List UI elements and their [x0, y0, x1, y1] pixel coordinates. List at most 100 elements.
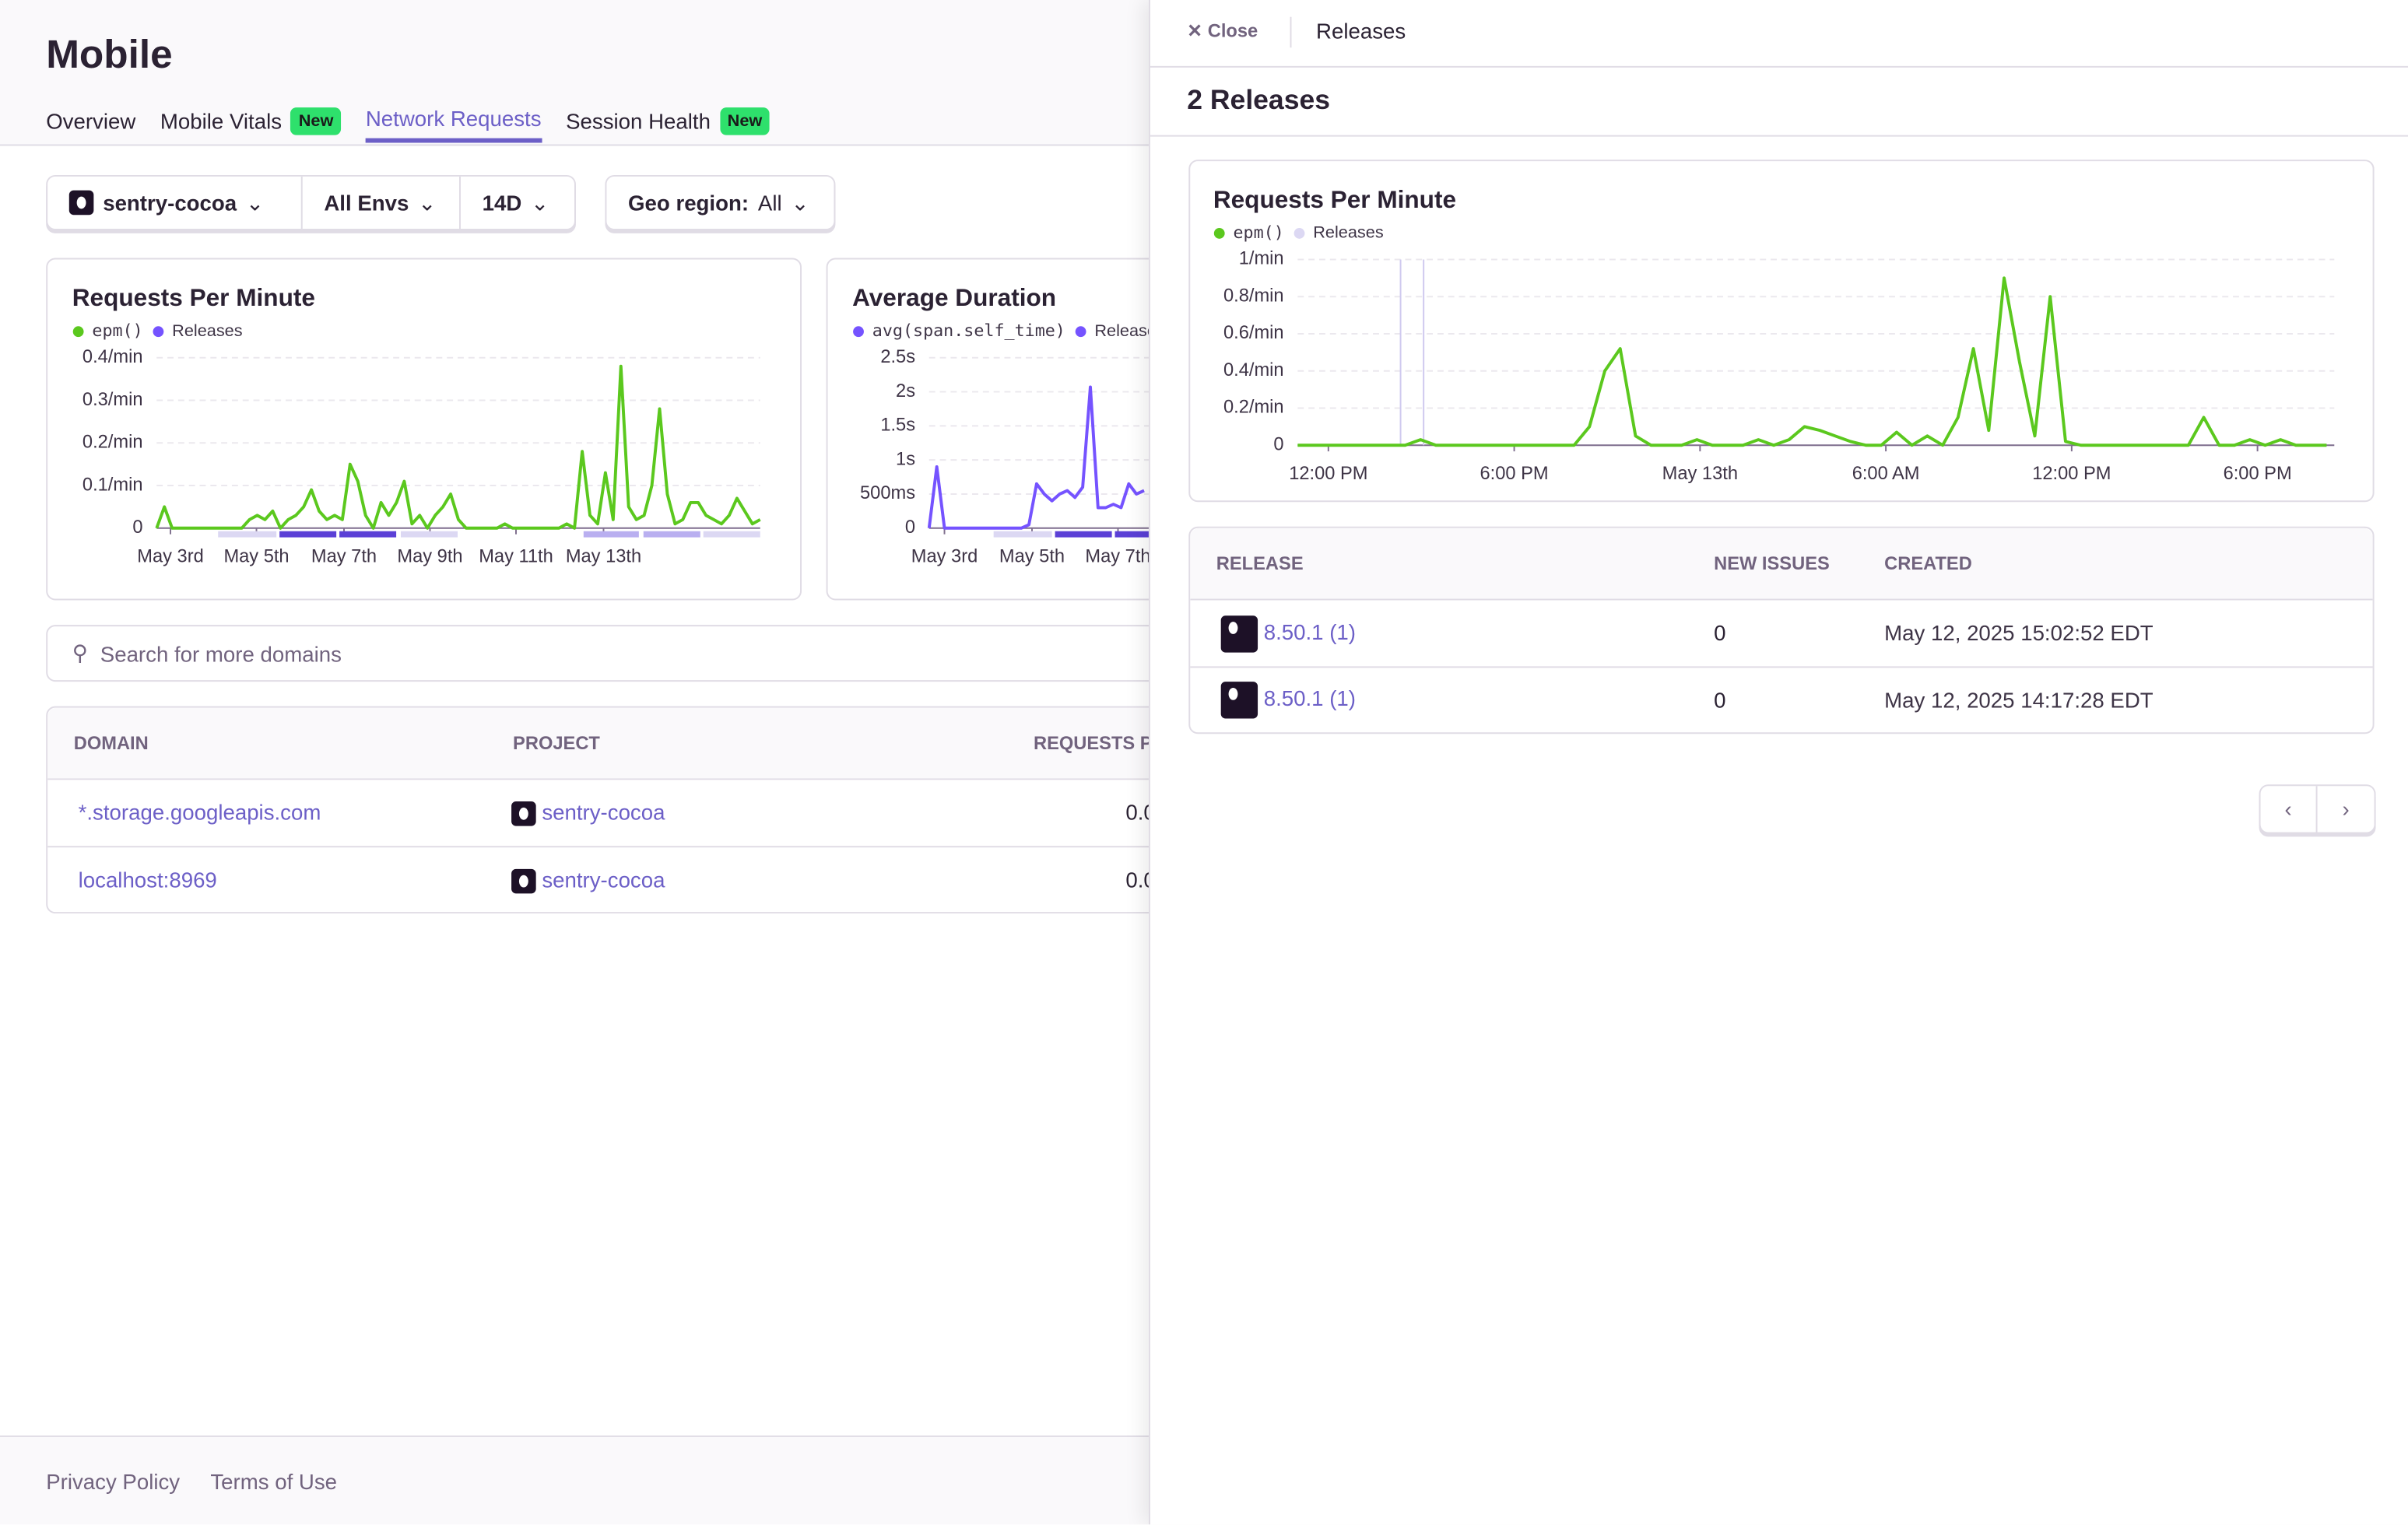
- legend-marker: [1294, 228, 1305, 239]
- domain-link[interactable]: localhost:8969: [78, 867, 217, 892]
- drawer-heading: 2 Releases: [1187, 84, 1330, 115]
- y-tick-label: 500ms: [860, 483, 915, 503]
- project-filter[interactable]: sentry-cocoa ⌄: [47, 176, 303, 230]
- y-tick-label: 1.5s: [880, 415, 915, 436]
- domain-table: DOMAIN PROJECT REQUESTS P *.storage.goog…: [46, 706, 1213, 914]
- release-marker: [643, 531, 700, 538]
- y-tick-label: 0.8/min: [1223, 286, 1284, 306]
- footer-link[interactable]: Terms of Use: [210, 1469, 338, 1494]
- y-tick-label: 0.2/min: [82, 433, 143, 453]
- column-header: CREATED: [1884, 552, 1972, 574]
- geo-filter[interactable]: Geo region: All ⌄: [605, 174, 836, 230]
- table-header: [1190, 528, 2373, 601]
- chart-title: Requests Per Minute: [72, 283, 315, 311]
- prev-button[interactable]: ‹: [2261, 786, 2318, 833]
- series-line: [155, 364, 761, 530]
- legend-label: epm(): [92, 321, 142, 341]
- footer: Privacy Policy Terms of Use: [0, 1435, 1149, 1525]
- env-filter[interactable]: All Envs ⌄: [303, 176, 461, 230]
- tab-label: Overview: [46, 108, 136, 133]
- x-tick-label: May 11th: [479, 547, 553, 567]
- period-filter[interactable]: 14D ⌄: [482, 189, 549, 216]
- geo-value: All: [757, 190, 782, 216]
- legend-label: Releases: [172, 321, 243, 340]
- footer-link[interactable]: Privacy Policy: [46, 1469, 181, 1494]
- release-marker: [401, 531, 458, 538]
- chart-card: [46, 258, 802, 601]
- close-button[interactable]: ✕ Close: [1187, 19, 1258, 42]
- x-tick-label: 6:00 PM: [2224, 464, 2292, 484]
- release-marker: [1114, 531, 1167, 538]
- y-tick-label: 0: [1273, 434, 1283, 454]
- release-marker: [583, 531, 639, 538]
- column-header: NEW ISSUES: [1714, 552, 1830, 574]
- legend-marker: [72, 326, 84, 338]
- legend-label: Releases: [1313, 223, 1384, 242]
- x-tick-label: May 13th: [566, 547, 641, 567]
- y-tick-label: 2s: [896, 381, 915, 401]
- y-tick-label: 0.4/min: [1223, 360, 1284, 380]
- cell: May 12, 2025 14:17:28 EDT: [1884, 687, 2154, 713]
- apple-icon: [511, 801, 536, 827]
- tab[interactable]: Network Requests: [365, 98, 542, 143]
- column-header: REQUESTS P: [1033, 732, 1153, 754]
- badge: New: [290, 107, 342, 135]
- pagination: ‹ ›: [2259, 784, 2376, 834]
- domain-link[interactable]: *.storage.googleapis.com: [78, 800, 321, 825]
- y-tick-label: 0.6/min: [1223, 323, 1284, 343]
- legend-label: avg(span.self_time): [872, 321, 1065, 341]
- page-title: Mobile: [46, 30, 173, 77]
- cell: 0: [1714, 620, 1726, 645]
- legend-marker: [1213, 228, 1225, 239]
- series-line: [927, 385, 1145, 530]
- tab-label: Session Health: [566, 108, 711, 133]
- y-tick-label: 0.1/min: [82, 475, 143, 495]
- x-tick-label: 6:00 AM: [1852, 464, 1920, 484]
- y-tick-label: 2.5s: [880, 347, 915, 367]
- column-header: RELEASE: [1216, 552, 1304, 574]
- legend-marker: [153, 326, 164, 338]
- y-tick-label: 1/min: [1239, 249, 1284, 269]
- column-header: DOMAIN: [73, 732, 149, 754]
- y-tick-label: 0.3/min: [82, 390, 143, 410]
- search-placeholder: Search for more domains: [100, 640, 342, 666]
- table-header: [47, 707, 1212, 780]
- apple-icon: [1220, 682, 1258, 719]
- release-marker: [218, 531, 277, 538]
- period: 14D: [482, 190, 522, 216]
- tab[interactable]: Overview: [46, 98, 135, 142]
- close-label: Close: [1207, 19, 1258, 42]
- tabs: Overview Mobile Vitals New Network Reques…: [46, 98, 770, 143]
- release-marker: [1055, 531, 1112, 538]
- tab[interactable]: Session Health New: [566, 98, 770, 142]
- x-tick-label: May 5th: [223, 547, 289, 567]
- release-table: RELEASE NEW ISSUES CREATED 8.50.1 (1) 0 …: [1188, 526, 2375, 734]
- tab[interactable]: Mobile Vitals New: [160, 98, 342, 142]
- legend-label: epm(): [1233, 223, 1283, 243]
- release-link[interactable]: 8.50.1 (1): [1263, 685, 1357, 711]
- env-name: All Envs: [324, 190, 409, 216]
- apple-icon: [68, 190, 94, 216]
- next-button[interactable]: ›: [2342, 797, 2350, 822]
- filter-bar: sentry-cocoa ⌄ All Envs ⌄ 14D ⌄: [46, 174, 576, 230]
- y-tick-label: 0: [905, 517, 915, 538]
- column-header: PROJECT: [513, 732, 600, 754]
- cell: 0: [1714, 687, 1726, 713]
- release-marker: [279, 531, 337, 538]
- chart-title: Requests Per Minute: [1213, 185, 1456, 213]
- legend-marker: [1075, 326, 1086, 338]
- project-link[interactable]: sentry-cocoa: [542, 867, 665, 892]
- tab-label: Mobile Vitals: [160, 108, 283, 133]
- x-tick-label: May 13th: [1662, 464, 1738, 484]
- drawer: ✕ Close Releases 2 Releases RELEASE NEW …: [1148, 0, 2408, 1525]
- project-link[interactable]: sentry-cocoa: [542, 800, 665, 825]
- legend-marker: [853, 326, 864, 338]
- x-tick-label: 6:00 PM: [1480, 464, 1549, 484]
- x-tick-label: May 7th: [311, 547, 377, 567]
- tab-label: Network Requests: [365, 106, 542, 131]
- apple-icon: [1220, 615, 1258, 653]
- release-link[interactable]: 8.50.1 (1): [1263, 619, 1357, 645]
- release-marker: [703, 531, 760, 538]
- y-tick-label: 0.4/min: [82, 347, 143, 367]
